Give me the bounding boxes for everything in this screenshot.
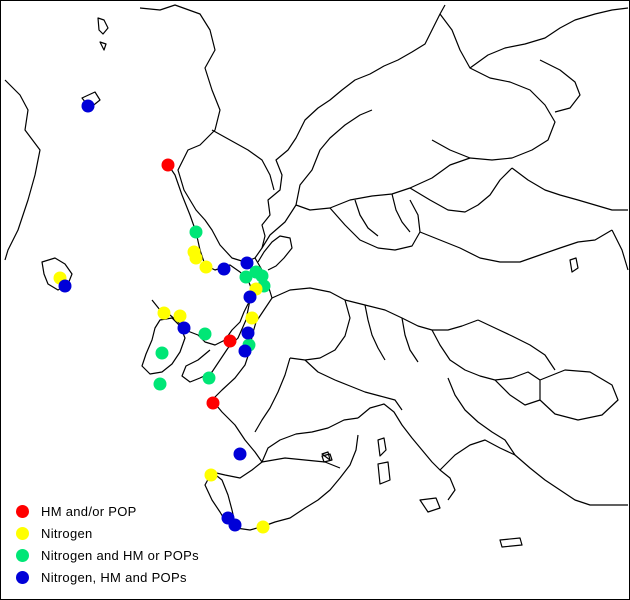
great-britain-south: [181, 299, 251, 383]
border-romania: [494, 379, 541, 406]
border-germany: [271, 287, 351, 361]
station-marker-nitrogen: [245, 311, 259, 325]
station-marker-nitrogen-hm-pops: [238, 344, 252, 358]
station-marker-hm-pop: [206, 396, 220, 410]
station-marker-nitrogen: [173, 309, 187, 323]
station-marker-nitrogen-hm-pops: [58, 279, 72, 293]
russia-north-coast: [469, 7, 629, 69]
island-sardinia: [377, 461, 391, 485]
legend-dot-yellow: [16, 526, 29, 540]
legend-label: Nitrogen and HM or POPs: [41, 547, 199, 563]
station-marker-nitrogen-hm-pops: [240, 256, 254, 270]
station-marker-nitrogen-hm-or-pops: [153, 377, 167, 391]
border-small-c: [364, 304, 386, 361]
island-balearic: [321, 453, 333, 463]
greenland-coast: [4, 79, 41, 261]
border-small-d: [401, 317, 419, 363]
legend-label: Nitrogen, HM and POPs: [41, 569, 187, 585]
station-marker-nitrogen-hm-pops: [81, 99, 95, 113]
island-crete: [499, 537, 523, 548]
station-marker-nitrogen-hm-or-pops: [155, 346, 169, 360]
border-baltics: [409, 167, 513, 213]
station-marker-nitrogen-hm-or-pops: [189, 225, 203, 239]
station-marker-nitrogen: [204, 468, 218, 482]
mediterranean-north: [439, 439, 628, 506]
border-france: [254, 357, 291, 433]
island-svalbard: [97, 17, 109, 35]
station-marker-nitrogen: [256, 520, 270, 534]
lake-b: [321, 451, 331, 461]
border-alps: [304, 359, 403, 411]
sweden-inner: [211, 129, 275, 191]
border-small-a: [354, 199, 379, 237]
legend-item-hm-pop: HM and/or POP: [16, 500, 199, 522]
station-marker-nitrogen: [199, 260, 213, 274]
legend-item-nitrogen: Nitrogen: [16, 522, 199, 544]
station-marker-nitrogen: [157, 306, 171, 320]
border-balkans: [447, 377, 516, 456]
station-marker-nitrogen-hm-pops: [228, 518, 242, 532]
island-sicily: [419, 497, 441, 513]
station-marker-nitrogen-hm-pops: [177, 321, 191, 335]
monitoring-stations: [53, 99, 271, 534]
france-west-coast: [211, 399, 359, 463]
border-hungary: [431, 329, 541, 381]
station-marker-nitrogen-hm-or-pops: [198, 327, 212, 341]
denmark-coast: [257, 235, 293, 271]
station-marker-nitrogen-hm-pops: [217, 262, 231, 276]
station-marker-nitrogen-hm-pops: [233, 447, 247, 461]
legend-label: Nitrogen: [41, 525, 93, 541]
station-marker-nitrogen: [189, 251, 203, 265]
italy-coast: [357, 403, 456, 501]
caspian-fragment: [611, 229, 629, 271]
baltic-south: [295, 157, 471, 211]
station-marker-nitrogen-hm-or-pops: [202, 371, 216, 385]
iberia-coast: [204, 434, 359, 531]
coastlines-and-borders: [4, 4, 629, 548]
border-central: [344, 299, 479, 331]
station-marker-nitrogen-hm-pops: [241, 326, 255, 340]
border-ukraine-south: [477, 319, 556, 371]
island-corsica: [377, 437, 387, 457]
scandinavia-coast: [139, 4, 446, 263]
finland-coast: [431, 13, 556, 161]
station-marker-nitrogen-hm-or-pops: [255, 269, 269, 283]
legend-label: HM and/or POP: [41, 503, 137, 519]
white-sea: [539, 59, 581, 113]
island-small-a: [99, 41, 107, 51]
legend-dot-green: [16, 548, 29, 562]
lake-a: [569, 257, 579, 273]
border-belarus-ukraine: [419, 229, 613, 263]
legend-dot-red: [16, 504, 29, 518]
station-marker-nitrogen-hm-or-pops: [239, 270, 253, 284]
black-sea: [539, 369, 619, 421]
sweden-baltic-coast: [261, 109, 373, 249]
legend-dot-blue: [16, 570, 29, 584]
station-marker-nitrogen-hm-pops: [243, 290, 257, 304]
station-marker-hm-pop: [161, 158, 175, 172]
border-spain-france: [261, 457, 341, 469]
border-small-b: [391, 193, 411, 233]
border-poland: [329, 199, 421, 251]
map-legend: HM and/or POP Nitrogen Nitrogen and HM o…: [16, 500, 199, 588]
station-marker-hm-pop: [223, 334, 237, 348]
legend-item-nitrogen-hm-or-pops: Nitrogen and HM or POPs: [16, 544, 199, 566]
border-russia-west: [511, 167, 628, 211]
legend-item-nitrogen-hm-pops: Nitrogen, HM and POPs: [16, 566, 199, 588]
